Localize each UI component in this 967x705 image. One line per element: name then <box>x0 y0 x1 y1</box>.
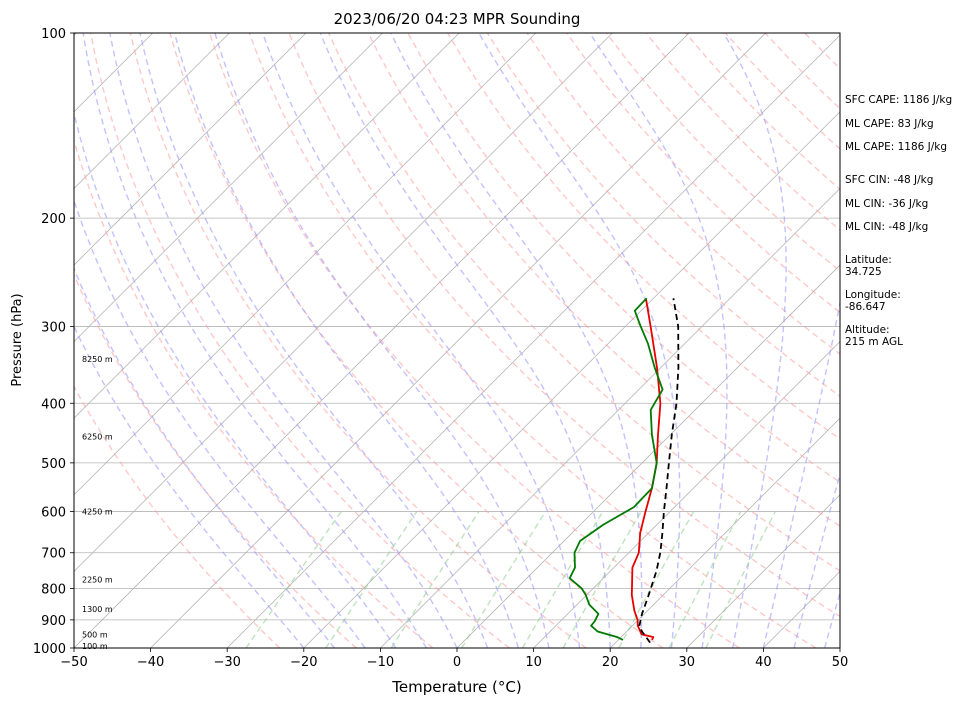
x-tick-label: −50 <box>60 655 87 670</box>
moist-adiabat-line <box>478 33 681 648</box>
isotherm-line <box>686 494 840 648</box>
x-tick-label: −20 <box>290 655 317 670</box>
mixing-ratio-line <box>618 511 695 648</box>
y-tick-label: 900 <box>41 614 66 629</box>
longitude-label: Longitude: -86.647 <box>845 289 901 313</box>
sfc-cape-label: SFC CAPE: 1186 J/kg <box>845 94 953 106</box>
dry-adiabat-line <box>74 385 281 648</box>
ml-cape-label-2: ML CAPE: 1186 J/kg <box>845 141 948 153</box>
isotherm-line <box>150 33 766 648</box>
ml-cin-label-2: ML CIN: -48 J/kg <box>845 221 929 233</box>
x-tick-label: −30 <box>213 655 240 670</box>
y-tick-label: 600 <box>41 506 66 521</box>
isotherm-line <box>74 33 230 189</box>
moist-adiabat-line <box>82 33 427 648</box>
isotherm-line <box>303 111 840 648</box>
y-tick-label: 500 <box>41 457 66 472</box>
isotherm-line <box>74 33 613 572</box>
moist-adiabat-line <box>214 33 550 648</box>
altitude-label: Altitude: 215 m AGL <box>845 324 903 348</box>
mixing-ratio-line <box>245 511 342 648</box>
height-label: 500 m <box>82 631 108 640</box>
mixing-ratio-line <box>521 511 604 648</box>
isotherm-line <box>533 341 840 648</box>
dry-adiabat-line <box>367 33 840 528</box>
moist-adiabat-line <box>723 33 787 648</box>
moist-adiabat-line <box>74 198 366 648</box>
dry-adiabat-line <box>89 33 510 648</box>
parcel-profile <box>638 298 680 644</box>
dry-adiabat-line <box>248 33 817 648</box>
dry-adiabat-line <box>74 273 357 648</box>
x-tick-label: −40 <box>137 655 164 670</box>
x-tick-label: 50 <box>832 655 849 670</box>
moist-adiabat-line <box>173 33 519 648</box>
latitude-label: Latitude: 34.725 <box>845 254 892 278</box>
dry-adiabat-line <box>447 33 840 440</box>
mixing-ratio-line <box>325 511 418 648</box>
x-tick-label: −10 <box>367 655 394 670</box>
dry-adiabat-line <box>74 137 434 648</box>
isotherm-line <box>74 33 537 496</box>
mixing-ratio-line <box>705 511 776 648</box>
y-tick-label: 400 <box>41 397 66 412</box>
x-axis-label: Temperature (°C) <box>391 678 521 696</box>
isotherm-line <box>74 33 383 343</box>
isotherm-line <box>609 417 840 648</box>
x-tick-label: 30 <box>679 655 696 670</box>
dry-adiabat-line <box>407 33 840 484</box>
height-label: 6250 m <box>82 433 113 442</box>
isotherm-line <box>74 33 307 266</box>
dry-adiabat-line <box>129 33 587 648</box>
dry-adiabat-line <box>208 33 740 648</box>
x-tick-label: 10 <box>525 655 542 670</box>
height-label: 4250 m <box>82 507 113 516</box>
dewpoint-profile <box>568 297 664 641</box>
y-tick-label: 700 <box>41 547 66 562</box>
temperature-profile <box>630 298 662 641</box>
mixing-ratio-line <box>390 511 480 648</box>
chart-title: 2023/06/20 04:23 MPR Sounding <box>334 10 581 28</box>
moist-adiabat-line <box>74 266 335 648</box>
mixing-ratio-line <box>668 511 742 648</box>
y-tick-label: 1000 <box>33 642 66 657</box>
ml-cin-label: ML CIN: -36 J/kg <box>845 198 929 210</box>
isotherm-line <box>380 187 840 648</box>
mixing-ratio-line <box>562 511 642 648</box>
isotherm-line <box>226 34 840 648</box>
moist-adiabat-line <box>262 33 581 648</box>
height-label: 100 m <box>82 642 108 651</box>
dry-adiabat-line <box>566 33 840 314</box>
height-label: 1300 m <box>82 605 113 614</box>
height-label: 8250 m <box>82 355 113 364</box>
y-axis-label: Pressure (hPa) <box>10 293 25 386</box>
dry-adiabat-line <box>486 33 840 398</box>
y-tick-label: 800 <box>41 582 66 597</box>
x-tick-label: 0 <box>453 655 461 670</box>
x-tick-label: 40 <box>755 655 772 670</box>
moist-adiabat-line <box>390 33 643 648</box>
height-label: 2250 m <box>82 576 113 585</box>
moist-adiabat-line <box>793 471 840 648</box>
isotherm-line <box>74 33 460 419</box>
moist-adiabat-line <box>74 110 397 648</box>
moist-adiabat-line <box>824 590 840 648</box>
moist-adiabat-line <box>319 33 611 648</box>
moist-adiabat-line <box>109 33 458 648</box>
dry-adiabat-line <box>328 33 840 572</box>
y-tick-label: 100 <box>41 27 66 42</box>
x-tick-label: 20 <box>602 655 619 670</box>
dry-adiabat-line <box>288 33 840 618</box>
moist-adiabat-line <box>589 33 728 648</box>
sfc-cin-label: SFC CIN: -48 J/kg <box>845 174 934 186</box>
dry-adiabat-line <box>526 33 840 355</box>
moist-adiabat-line <box>762 298 840 648</box>
mixing-ratio-line <box>461 511 547 648</box>
y-tick-label: 200 <box>41 212 66 227</box>
ml-cape-label: ML CAPE: 83 J/kg <box>845 118 934 130</box>
y-tick-label: 300 <box>41 320 66 335</box>
